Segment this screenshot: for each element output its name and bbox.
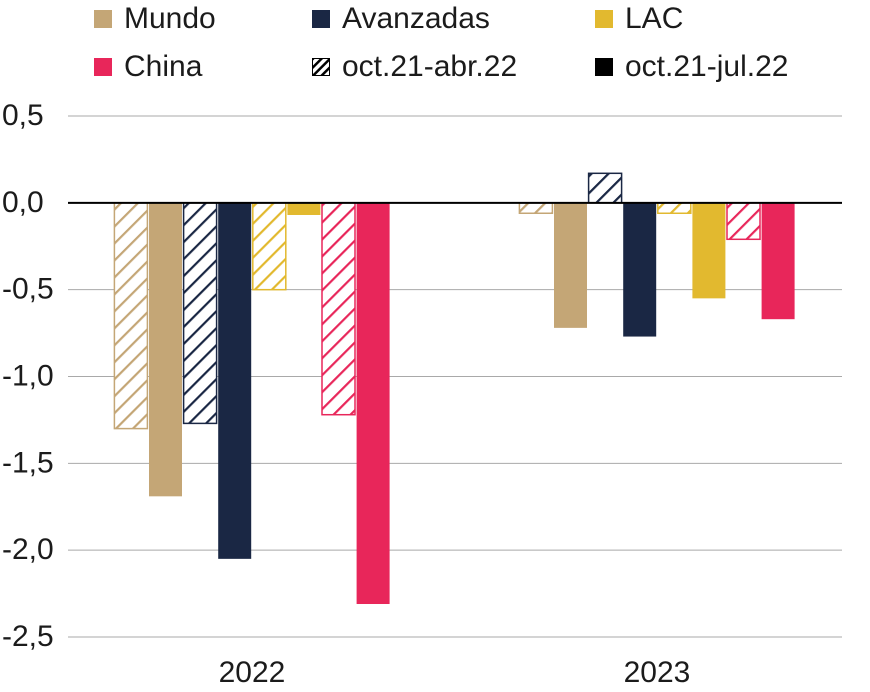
bar-china-abr22-2023 — [726, 202, 761, 241]
legend-item-oct-21-abr-22: oct.21-abr.22 — [312, 50, 517, 84]
bar-mundo-abr22-2023 — [518, 202, 554, 215]
legend-label: oct.21-abr.22 — [342, 50, 518, 83]
legend-label: Mundo — [124, 2, 216, 35]
y-axis-tick-labels: 0,5 0,0 -0,5 -1,0 -1,5 -2,0 -2,5 — [2, 99, 54, 653]
bars — [113, 172, 795, 605]
y-tick-label: -2,5 — [2, 620, 54, 653]
bar-avanzadas-jul22-2022 — [218, 202, 252, 559]
bar-lac-abr22-2022 — [252, 202, 287, 291]
y-tick-label: 0,5 — [2, 99, 44, 132]
legend-item-avanzadas: Avanzadas — [312, 2, 490, 36]
legend-swatch — [94, 10, 112, 28]
x-axis-tick-labels: 2022 2023 — [219, 656, 691, 689]
bar-china-abr22-2022 — [321, 202, 356, 416]
legend-swatch — [595, 58, 613, 76]
bar-china-jul22-2023 — [761, 202, 795, 320]
bar-lac-abr22-2023 — [657, 202, 692, 215]
legend-item-mundo: Mundo — [94, 2, 216, 36]
bar-lac-jul22-2023 — [692, 202, 726, 299]
bar-mundo-abr22-2022 — [113, 202, 149, 430]
bar-lac-jul22-2022 — [287, 202, 321, 215]
legend-label: oct.21-jul.22 — [625, 50, 789, 83]
legend-swatch — [312, 10, 330, 28]
bar-mundo-jul22-2023 — [554, 202, 587, 328]
x-tick-label: 2022 — [219, 656, 286, 689]
legend-label: LAC — [625, 2, 684, 35]
bar-avanzadas-abr22-2023 — [587, 172, 623, 204]
y-tick-label: -2,0 — [2, 533, 54, 566]
legend-item-lac: LAC — [595, 2, 683, 36]
legend-item-china: China — [94, 50, 202, 84]
y-tick-label: 0,0 — [2, 186, 44, 219]
bar-china-jul22-2022 — [356, 202, 390, 605]
chart-legend: Mundo Avanzadas LAC China oct.21-abr.22 oct.2… — [0, 0, 870, 90]
legend-label: Avanzadas — [342, 2, 490, 35]
bar-avanzadas-abr22-2022 — [182, 202, 218, 425]
legend-label: China — [124, 50, 203, 83]
legend-swatch — [312, 58, 330, 76]
legend-swatch — [595, 10, 613, 28]
x-tick-label: 2023 — [624, 656, 691, 689]
legend-swatch — [94, 58, 112, 76]
y-tick-label: -1,0 — [2, 360, 54, 393]
y-tick-label: -1,5 — [2, 446, 54, 479]
bar-avanzadas-jul22-2023 — [623, 202, 657, 337]
y-tick-label: -0,5 — [2, 273, 54, 306]
legend-item-oct-21-jul-22: oct.21-jul.22 — [595, 50, 788, 84]
bar-mundo-jul22-2022 — [149, 202, 182, 497]
